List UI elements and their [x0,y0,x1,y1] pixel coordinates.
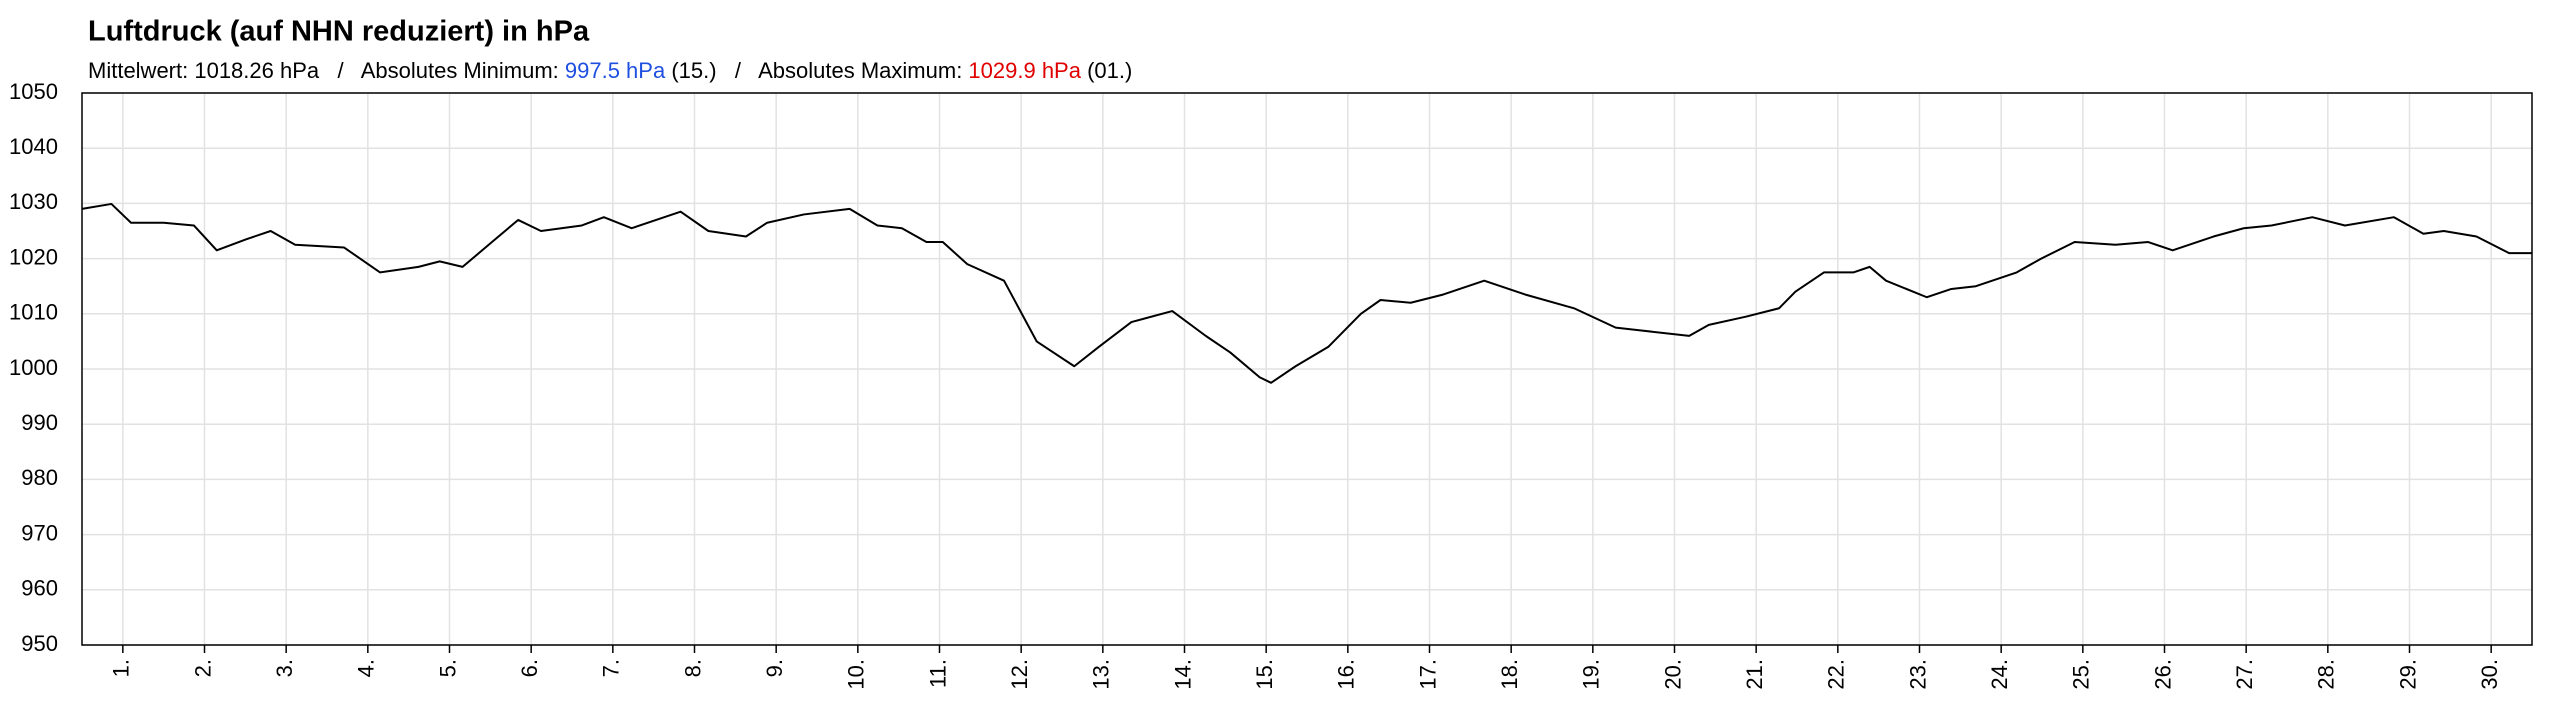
y-tick-label: 990 [21,410,58,435]
x-tick-label: 7. [599,659,624,677]
x-tick-label: 5. [435,659,460,677]
chart-subtitle: Mittelwert: 1018.26 hPa / Absolutes Mini… [88,58,1132,83]
chart-title: Luftdruck (auf NHN reduziert) in hPa [88,16,590,48]
subtitle-part: 997.5 hPa [565,58,666,83]
x-tick-label: 15. [1252,659,1277,690]
x-tick-label: 25. [2069,659,2094,690]
x-tick-label: 6. [517,659,542,677]
x-tick-label: 18. [1497,659,1522,690]
x-tick-label: 10. [844,659,869,690]
x-tick-label: 17. [1415,659,1440,690]
x-tick-label: 16. [1334,659,1359,690]
x-tick-label: 19. [1579,659,1604,690]
y-tick-label: 970 [21,520,58,545]
x-tick-label: 23. [1905,659,1930,690]
x-tick-label: 28. [2314,659,2339,690]
y-tick-label: 1040 [9,134,58,159]
y-tick-label: 1010 [9,300,58,325]
y-tick-label: 960 [21,576,58,601]
x-tick-label: 13. [1089,659,1114,690]
subtitle-part: 1029.9 hPa [968,58,1081,83]
x-tick-label: 14. [1170,659,1195,690]
y-tick-label: 980 [21,465,58,490]
pressure-line [81,202,2532,384]
x-tick-label: 26. [2150,659,2175,690]
x-tick-label: 29. [2395,659,2420,690]
x-tick-label: 4. [354,659,379,677]
x-tick-label: 9. [762,659,787,677]
y-tick-label: 950 [21,631,58,656]
x-tick-label: 8. [680,659,705,677]
y-tick-label: 1000 [9,355,58,380]
x-tick-label: 11. [925,659,950,688]
x-tick-label: 12. [1007,659,1032,690]
x-tick-label: 30. [2477,659,2502,690]
subtitle-part: Mittelwert: 1018.26 hPa / Absolutes Mini… [88,58,565,83]
x-tick-label: 3. [272,659,297,677]
x-tick-label: 22. [1824,659,1849,690]
y-tick-label: 1030 [9,189,58,214]
x-tick-label: 2. [190,659,215,677]
subtitle-part: (15.) / Absolutes Maximum: [665,58,968,83]
x-tick-label: 24. [1987,659,2012,690]
y-tick-label: 1050 [9,79,58,104]
x-tick-label: 1. [109,659,134,677]
subtitle-part: (01.) [1081,58,1132,83]
x-tick-label: 20. [1660,659,1685,690]
x-tick-label: 21. [1742,659,1767,690]
x-tick-label: 27. [2232,659,2257,690]
plot-frame [81,92,2533,646]
y-tick-label: 1020 [9,244,58,269]
grid [82,92,2532,646]
